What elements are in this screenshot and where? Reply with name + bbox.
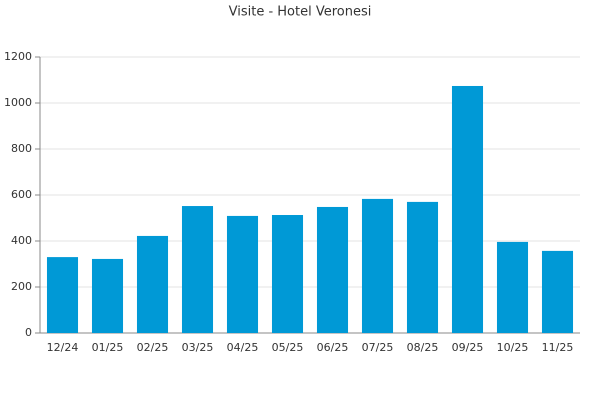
bar	[406, 201, 439, 333]
x-tick-label: 09/25	[452, 341, 484, 354]
y-tick-label: 800	[11, 142, 32, 155]
bar	[226, 215, 259, 333]
x-tick-label: 04/25	[227, 341, 259, 354]
bar	[541, 250, 574, 333]
x-tick-label: 07/25	[362, 341, 394, 354]
x-tick-label: 06/25	[317, 341, 349, 354]
y-tick-label: 1200	[4, 50, 32, 63]
bar	[316, 206, 349, 333]
x-tick-label: 10/25	[497, 341, 529, 354]
x-tick-label: 01/25	[92, 341, 124, 354]
bar	[271, 215, 304, 333]
bar	[496, 241, 529, 333]
bar	[91, 258, 124, 333]
bar	[46, 257, 79, 333]
x-tick-label: 05/25	[272, 341, 304, 354]
bar	[181, 206, 214, 333]
bar	[451, 85, 484, 333]
y-tick-label: 200	[11, 280, 32, 293]
y-tick-label: 0	[25, 326, 32, 339]
y-tick-label: 400	[11, 234, 32, 247]
bar	[361, 198, 394, 333]
bar	[136, 235, 169, 333]
x-tick-label: 03/25	[182, 341, 214, 354]
chart-title: Visite - Hotel Veronesi	[229, 5, 372, 20]
y-tick-label: 600	[11, 188, 32, 201]
x-tick-label: 11/25	[542, 341, 574, 354]
x-tick-label: 08/25	[407, 341, 439, 354]
y-tick-label: 1000	[4, 96, 32, 109]
x-tick-label: 12/24	[47, 341, 79, 354]
x-tick-label: 02/25	[137, 341, 169, 354]
